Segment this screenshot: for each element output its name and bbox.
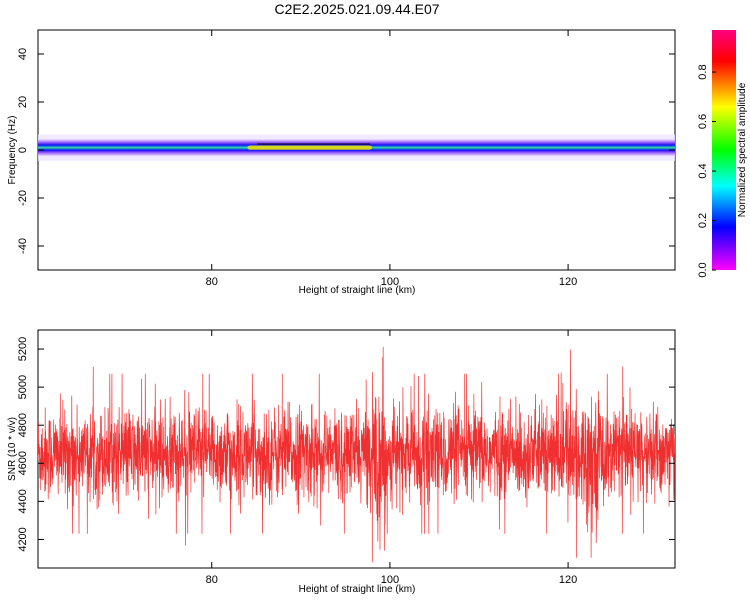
y-tick-label: 4200	[17, 527, 29, 551]
y-tick-label: 4600	[17, 451, 29, 475]
y-tick-label: 4400	[17, 489, 29, 513]
spectrogram-ylabel: Frequency (Hz)	[7, 116, 18, 185]
band-peak	[247, 145, 373, 150]
y-tick-label: -40	[17, 238, 29, 254]
x-tick-label: 80	[206, 574, 218, 586]
colorbar-tick-label: 0.6	[697, 114, 709, 129]
spectral-band	[38, 134, 675, 161]
x-tick-label: 80	[206, 276, 218, 288]
spectrogram-xlabel: Height of straight line (km)	[299, 285, 416, 296]
y-tick-label: 20	[17, 96, 29, 108]
spectrogram-panel: 80 100 120 -40 -20 0 20 40 Height of straight l…	[7, 29, 676, 296]
x-tick-label: 100	[381, 276, 399, 288]
colorbar-tick-label: 0.8	[697, 64, 709, 79]
y-tick-label: 5200	[17, 337, 29, 361]
snr-xlabel: Height of straight line (km)	[299, 584, 416, 595]
colorbar-tick-label: 0.4	[697, 163, 709, 178]
spectrogram-ticks: 80 100 120 -40 -20 0 20 40	[17, 30, 675, 288]
figure-title: C2E2.2025.021.09.44.E07	[274, 1, 439, 17]
y-tick-label: 40	[17, 48, 29, 60]
colorbar-tick-label: 0.2	[697, 213, 709, 228]
x-tick-label: 100	[381, 574, 399, 586]
colorbar: 0.0 0.2 0.4 0.6 0.8 Normalized spectral ampl…	[697, 30, 748, 278]
snr-ylabel: SNR (10 * v/v)	[7, 417, 18, 481]
snr-series-line	[38, 347, 675, 563]
y-tick-label: 5000	[17, 375, 29, 399]
y-tick-label: -20	[17, 190, 29, 206]
snr-panel: 80 100 120 4200 4400 4600 4800 5000 5200 Height …	[7, 329, 676, 595]
colorbar-gradient	[712, 30, 736, 270]
colorbar-label: Normalized spectral amplitude	[737, 82, 748, 217]
snr-ticks: 80 100 120 4200 4400 4600 4800 5000 5200	[17, 330, 675, 586]
x-tick-label: 120	[559, 276, 577, 288]
x-tick-label: 120	[559, 574, 577, 586]
y-tick-label: 0	[17, 147, 29, 153]
colorbar-ticks: 0.0 0.2 0.4 0.6 0.8	[697, 64, 716, 278]
colorbar-tick-label: 0.0	[697, 262, 709, 277]
y-tick-label: 4800	[17, 413, 29, 437]
